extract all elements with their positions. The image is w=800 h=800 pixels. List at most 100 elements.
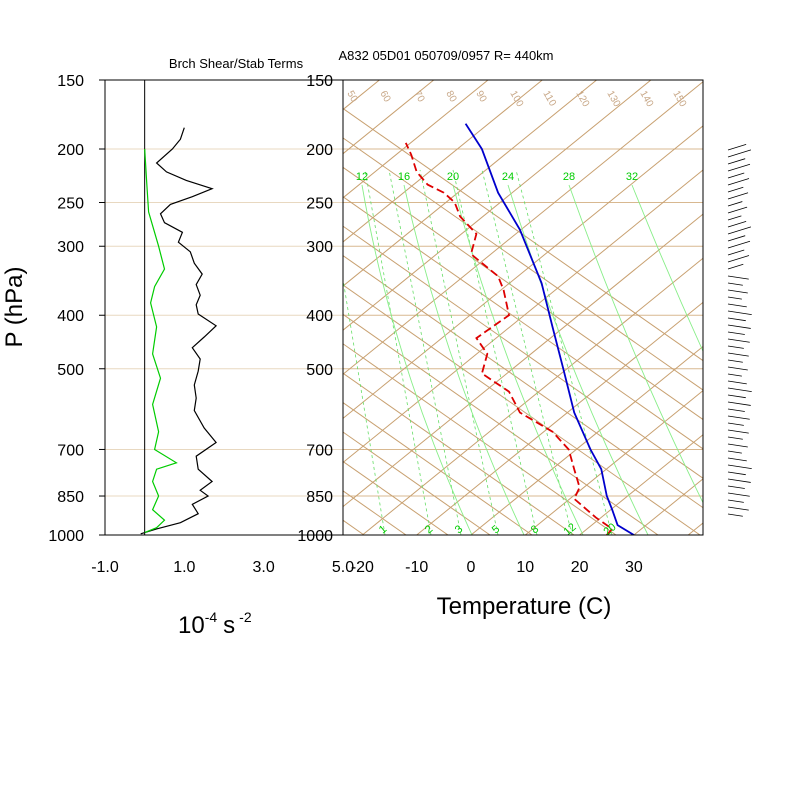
x-label-base: 10 bbox=[178, 612, 205, 639]
wind-barb bbox=[727, 178, 750, 186]
isotherm bbox=[343, 125, 703, 420]
right-y-tick-label: 400 bbox=[306, 308, 333, 325]
wind-barb bbox=[727, 331, 745, 335]
dry-adiabat bbox=[343, 225, 703, 479]
mixing-ratio-upper-label: 16 bbox=[398, 171, 410, 183]
left-y-tick-label: 200 bbox=[57, 142, 84, 159]
wind-barb bbox=[727, 163, 751, 172]
right-panel-title: A832 05D01 050709/0957 R= 440km bbox=[338, 48, 553, 63]
isotherm bbox=[343, 213, 703, 508]
wind-barb bbox=[727, 192, 749, 200]
wind-barb bbox=[727, 415, 750, 420]
right-y-tick-label: 200 bbox=[306, 142, 333, 159]
right-x-tick-label: -10 bbox=[405, 559, 428, 576]
mixing-ratio-upper-label: 28 bbox=[563, 171, 575, 183]
x-label-unit: s bbox=[223, 612, 235, 639]
dry-adiabat bbox=[343, 313, 659, 535]
right-x-tick-label: 30 bbox=[625, 559, 643, 576]
wind-barb bbox=[727, 352, 749, 357]
wind-barb bbox=[727, 408, 745, 412]
wind-barb bbox=[727, 464, 752, 469]
wind-barb bbox=[727, 380, 747, 385]
wind-barb bbox=[727, 345, 744, 349]
right-x-tick-label: -20 bbox=[351, 559, 374, 576]
wind-barb bbox=[727, 206, 748, 214]
wind-barb bbox=[727, 275, 749, 280]
wind-barb bbox=[727, 317, 746, 322]
wind-barb bbox=[727, 221, 747, 228]
left-series-line-0 bbox=[140, 127, 218, 535]
right-y-tick-label: 1000 bbox=[297, 528, 333, 545]
wind-barb bbox=[727, 324, 751, 329]
isotherm bbox=[579, 434, 703, 535]
wind-barb bbox=[727, 240, 751, 249]
mixing-ratio-line bbox=[388, 169, 462, 535]
wind-barb bbox=[727, 513, 743, 517]
right-x-tick-labels: -20 -10 0 10 20 30 bbox=[351, 559, 643, 576]
isotherm bbox=[524, 389, 703, 535]
wind-barb bbox=[727, 485, 745, 489]
right-x-tick-label: 10 bbox=[516, 559, 534, 576]
isotherm bbox=[470, 345, 703, 535]
wind-barb bbox=[727, 149, 752, 158]
right-y-tick-label: 700 bbox=[306, 442, 333, 459]
temperature-series-line-0 bbox=[464, 123, 635, 535]
left-panel-title: Brch Shear/Stab Terms bbox=[169, 56, 304, 71]
wind-barb bbox=[727, 429, 749, 434]
wind-barb bbox=[727, 359, 743, 363]
left-series-group bbox=[140, 127, 218, 535]
left-y-tick-label: 700 bbox=[57, 442, 84, 459]
wind-barb bbox=[727, 471, 746, 476]
left-y-tick-label: 1000 bbox=[48, 528, 84, 545]
wind-barb bbox=[727, 387, 752, 392]
right-y-tick-label: 150 bbox=[306, 73, 333, 90]
wind-barb bbox=[727, 186, 744, 193]
left-x-tick-labels: -1.0 1.0 3.0 5.0 bbox=[91, 559, 354, 576]
dry-adiabat bbox=[343, 166, 703, 421]
wind-barb bbox=[727, 394, 746, 399]
mixing-ratio-line bbox=[343, 277, 386, 535]
isotherm bbox=[416, 301, 703, 535]
right-y-tick-label: 250 bbox=[306, 196, 333, 213]
temperature-axis-label: Temperature (C) bbox=[437, 593, 612, 620]
x-label-exp1: -4 bbox=[205, 609, 218, 625]
shear-stability-panel: 150 200 250 300 400 500 700 850 1000 -1.0 1.0 3.0 5… bbox=[1, 56, 354, 639]
left-y-tick-label: 300 bbox=[57, 239, 84, 256]
skewt-background-grid bbox=[343, 80, 703, 535]
wind-barb bbox=[727, 235, 746, 242]
mixing-ratio-line bbox=[419, 169, 499, 535]
right-plot-frame bbox=[342, 79, 704, 536]
wind-barb bbox=[727, 282, 743, 286]
skew-grid-label: 60 bbox=[377, 89, 392, 105]
isotherm bbox=[343, 80, 489, 199]
y-axis-label: P (hPa) bbox=[1, 267, 28, 348]
moist-adiabat bbox=[361, 184, 473, 535]
wind-barb bbox=[727, 373, 742, 377]
dry-adiabat bbox=[343, 196, 703, 450]
wind-barb bbox=[727, 443, 748, 448]
mixing-ratio-line bbox=[452, 169, 538, 535]
mixing-ratio-line bbox=[481, 169, 573, 535]
wind-barb bbox=[727, 506, 749, 511]
wind-barb bbox=[727, 144, 747, 151]
wind-barbs bbox=[727, 144, 752, 517]
wind-barb bbox=[727, 436, 743, 440]
dry-adiabat bbox=[343, 372, 575, 535]
left-gridlines bbox=[105, 80, 343, 535]
isotherm bbox=[343, 80, 543, 243]
left-y-tick-label: 850 bbox=[57, 489, 84, 506]
dry-adiabat bbox=[343, 431, 491, 535]
wind-barb bbox=[727, 158, 746, 165]
moist-adiabat bbox=[452, 184, 584, 535]
left-y-tick-label: 500 bbox=[57, 362, 84, 379]
right-x-tick-label: 0 bbox=[467, 559, 476, 576]
skew-grid-label: 50 bbox=[344, 89, 359, 105]
left-y-tick-label: 250 bbox=[57, 196, 84, 213]
mixing-ratio-line bbox=[515, 169, 613, 535]
wind-barb bbox=[727, 450, 742, 454]
right-y-tick-label: 300 bbox=[306, 239, 333, 256]
temperature-series-group bbox=[404, 123, 635, 535]
